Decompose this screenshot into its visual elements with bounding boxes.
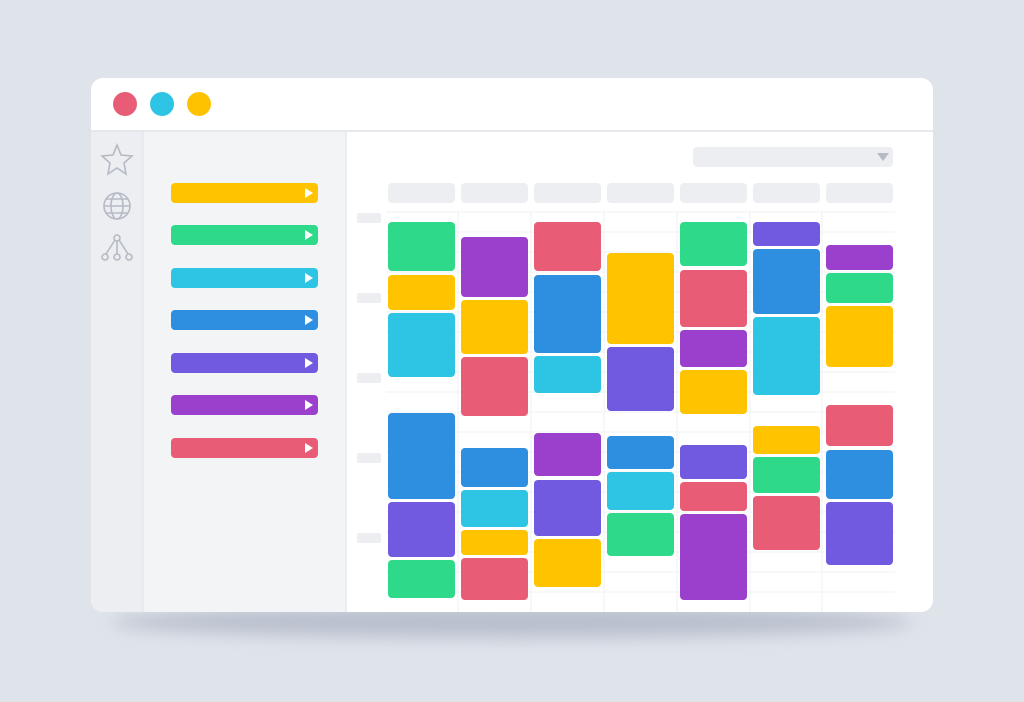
play-icon: [305, 358, 313, 368]
event-block[interactable]: [680, 270, 747, 327]
time-label: [357, 293, 381, 303]
event-block[interactable]: [680, 445, 747, 479]
event-block[interactable]: [461, 530, 528, 555]
event-block[interactable]: [388, 502, 455, 557]
event-block[interactable]: [461, 237, 528, 297]
event-block[interactable]: [461, 300, 528, 354]
event-block[interactable]: [461, 357, 528, 416]
event-block[interactable]: [388, 313, 455, 377]
play-icon: [305, 230, 313, 240]
time-label: [357, 533, 381, 543]
time-label: [357, 213, 381, 223]
day-header: [461, 183, 528, 203]
sidebar-item[interactable]: [171, 183, 318, 203]
dropdown[interactable]: [693, 147, 893, 167]
sidebar-item[interactable]: [171, 353, 318, 373]
event-block[interactable]: [534, 356, 601, 393]
star-icon[interactable]: [100, 142, 134, 176]
event-block[interactable]: [461, 490, 528, 527]
day-header: [534, 183, 601, 203]
play-icon: [305, 443, 313, 453]
event-block[interactable]: [680, 482, 747, 511]
event-block[interactable]: [753, 426, 820, 454]
sidebar-items: [171, 183, 318, 458]
event-block[interactable]: [826, 245, 893, 270]
window-shadow: [112, 606, 912, 638]
event-block[interactable]: [753, 496, 820, 550]
event-block[interactable]: [534, 275, 601, 353]
day-header: [826, 183, 893, 203]
calendar-events: [388, 222, 893, 600]
sidebar-item[interactable]: [171, 225, 318, 245]
event-block[interactable]: [680, 370, 747, 414]
event-block[interactable]: [607, 436, 674, 469]
icon-strip: [91, 131, 143, 612]
close-button[interactable]: [113, 92, 137, 116]
event-block[interactable]: [753, 457, 820, 493]
event-block[interactable]: [826, 306, 893, 367]
network-icon[interactable]: [101, 234, 133, 261]
event-block[interactable]: [461, 558, 528, 600]
event-block[interactable]: [607, 347, 674, 411]
play-icon: [305, 188, 313, 198]
play-icon: [305, 315, 313, 325]
minimize-button[interactable]: [150, 92, 174, 116]
time-label: [357, 373, 381, 383]
event-block[interactable]: [388, 222, 455, 271]
sidebar-item[interactable]: [171, 395, 318, 415]
day-header: [388, 183, 455, 203]
event-block[interactable]: [607, 513, 674, 556]
time-label: [357, 453, 381, 463]
icons: [100, 142, 134, 261]
day-header: [680, 183, 747, 203]
event-block[interactable]: [461, 448, 528, 487]
day-header: [607, 183, 674, 203]
event-block[interactable]: [753, 222, 820, 246]
sidebar-item[interactable]: [171, 268, 318, 288]
event-block[interactable]: [826, 273, 893, 303]
sidebar-item[interactable]: [171, 310, 318, 330]
event-block[interactable]: [607, 472, 674, 510]
event-block[interactable]: [680, 222, 747, 266]
globe-icon[interactable]: [103, 192, 131, 220]
event-block[interactable]: [388, 560, 455, 598]
sidebar-item[interactable]: [171, 438, 318, 458]
event-block[interactable]: [680, 330, 747, 367]
day-header: [753, 183, 820, 203]
event-block[interactable]: [753, 317, 820, 395]
event-block[interactable]: [680, 514, 747, 600]
play-icon: [305, 400, 313, 410]
maximize-button[interactable]: [187, 92, 211, 116]
play-icon: [305, 273, 313, 283]
event-block[interactable]: [388, 275, 455, 310]
event-block[interactable]: [534, 433, 601, 476]
event-block[interactable]: [826, 450, 893, 499]
event-block[interactable]: [826, 502, 893, 565]
dropdown-arrow: [877, 153, 889, 161]
event-block[interactable]: [388, 413, 455, 499]
event-block[interactable]: [534, 539, 601, 587]
event-block[interactable]: [534, 480, 601, 536]
event-block[interactable]: [534, 222, 601, 271]
event-block[interactable]: [607, 253, 674, 344]
event-block[interactable]: [753, 249, 820, 314]
event-block[interactable]: [826, 405, 893, 446]
